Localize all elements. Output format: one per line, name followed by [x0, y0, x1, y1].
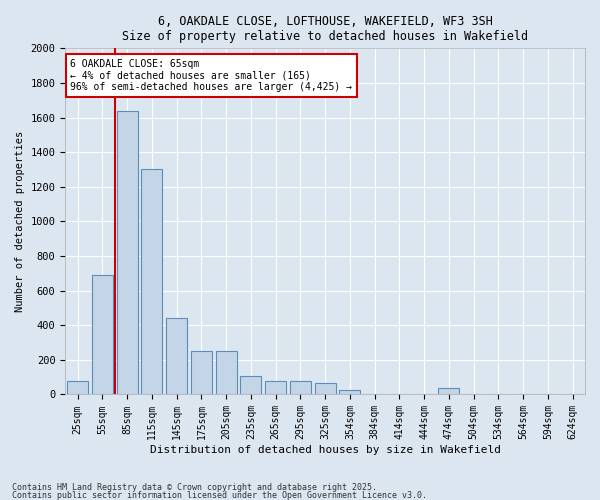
Bar — [241, 376, 262, 394]
Bar — [290, 382, 311, 394]
Bar — [116, 110, 137, 395]
Text: Contains HM Land Registry data © Crown copyright and database right 2025.: Contains HM Land Registry data © Crown c… — [12, 484, 377, 492]
Bar — [166, 318, 187, 394]
Title: 6, OAKDALE CLOSE, LOFTHOUSE, WAKEFIELD, WF3 3SH
Size of property relative to det: 6, OAKDALE CLOSE, LOFTHOUSE, WAKEFIELD, … — [122, 15, 528, 43]
Text: 6 OAKDALE CLOSE: 65sqm
← 4% of detached houses are smaller (165)
96% of semi-det: 6 OAKDALE CLOSE: 65sqm ← 4% of detached … — [70, 58, 352, 92]
Y-axis label: Number of detached properties: Number of detached properties — [15, 131, 25, 312]
Bar — [340, 390, 361, 394]
Bar — [314, 383, 335, 394]
Text: Contains public sector information licensed under the Open Government Licence v3: Contains public sector information licen… — [12, 490, 427, 500]
Bar — [191, 351, 212, 395]
Bar — [439, 388, 460, 394]
Bar — [215, 351, 236, 395]
Bar — [67, 382, 88, 394]
X-axis label: Distribution of detached houses by size in Wakefield: Distribution of detached houses by size … — [149, 445, 500, 455]
Bar — [142, 170, 163, 394]
Bar — [265, 380, 286, 394]
Bar — [92, 275, 113, 394]
